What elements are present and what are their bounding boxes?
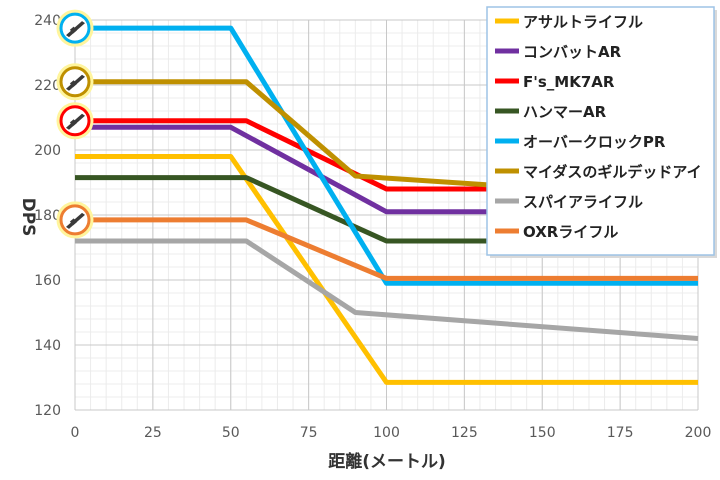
weapon-icon <box>56 9 94 47</box>
weapon-icon-grip <box>69 26 77 34</box>
legend-label: スパイアライフル <box>523 193 643 211</box>
y-tick-label: 120 <box>34 403 61 419</box>
x-tick-label: 125 <box>451 425 478 441</box>
x-tick-label: 150 <box>529 425 556 441</box>
x-axis-tick-labels: 0 25 50 75 100 125 150 175 200 <box>71 425 712 441</box>
legend-label: OXRライフル <box>523 223 618 241</box>
weapon-icon-grip <box>69 119 77 127</box>
legend-label: F's_MK7AR <box>523 73 615 91</box>
weapon-icon-grip <box>69 218 77 226</box>
y-axis-tick-labels: 120 140 160 180 200 220 240 <box>34 13 61 419</box>
series-line <box>75 25 698 286</box>
legend-label: マイダスのギルデッドアイ <box>523 163 702 181</box>
y-tick-label: 200 <box>34 143 61 159</box>
x-tick-label: 200 <box>685 425 712 441</box>
legend-label: オーバークロックPR <box>523 133 666 151</box>
y-tick-label: 220 <box>34 78 61 94</box>
y-tick-label: 240 <box>34 13 61 29</box>
y-tick-label: 160 <box>34 273 61 289</box>
weapon-icon <box>56 63 94 101</box>
legend-box <box>486 6 715 256</box>
series-line <box>75 238 699 341</box>
x-tick-label: 75 <box>300 425 318 441</box>
legend-label: ハンマーAR <box>523 103 607 121</box>
legend-label: アサルトライフル <box>523 13 643 31</box>
legend-label: コンバットAR <box>523 43 622 61</box>
y-tick-label: 140 <box>34 338 61 354</box>
weapon-markers <box>56 9 94 239</box>
series-line <box>75 154 698 385</box>
x-tick-label: 25 <box>144 425 162 441</box>
weapon-icon <box>56 201 94 239</box>
x-tick-label: 50 <box>222 425 240 441</box>
x-tick-label: 0 <box>71 425 80 441</box>
x-tick-label: 175 <box>607 425 634 441</box>
weapon-icon <box>56 102 94 140</box>
weapon-icon-grip <box>69 80 77 88</box>
y-axis-title: DPS <box>18 198 38 237</box>
y-tick-label: 180 <box>34 208 61 224</box>
x-tick-label: 100 <box>373 425 400 441</box>
x-axis-title: 距離(メートル) <box>328 451 446 472</box>
series-line <box>75 217 698 281</box>
